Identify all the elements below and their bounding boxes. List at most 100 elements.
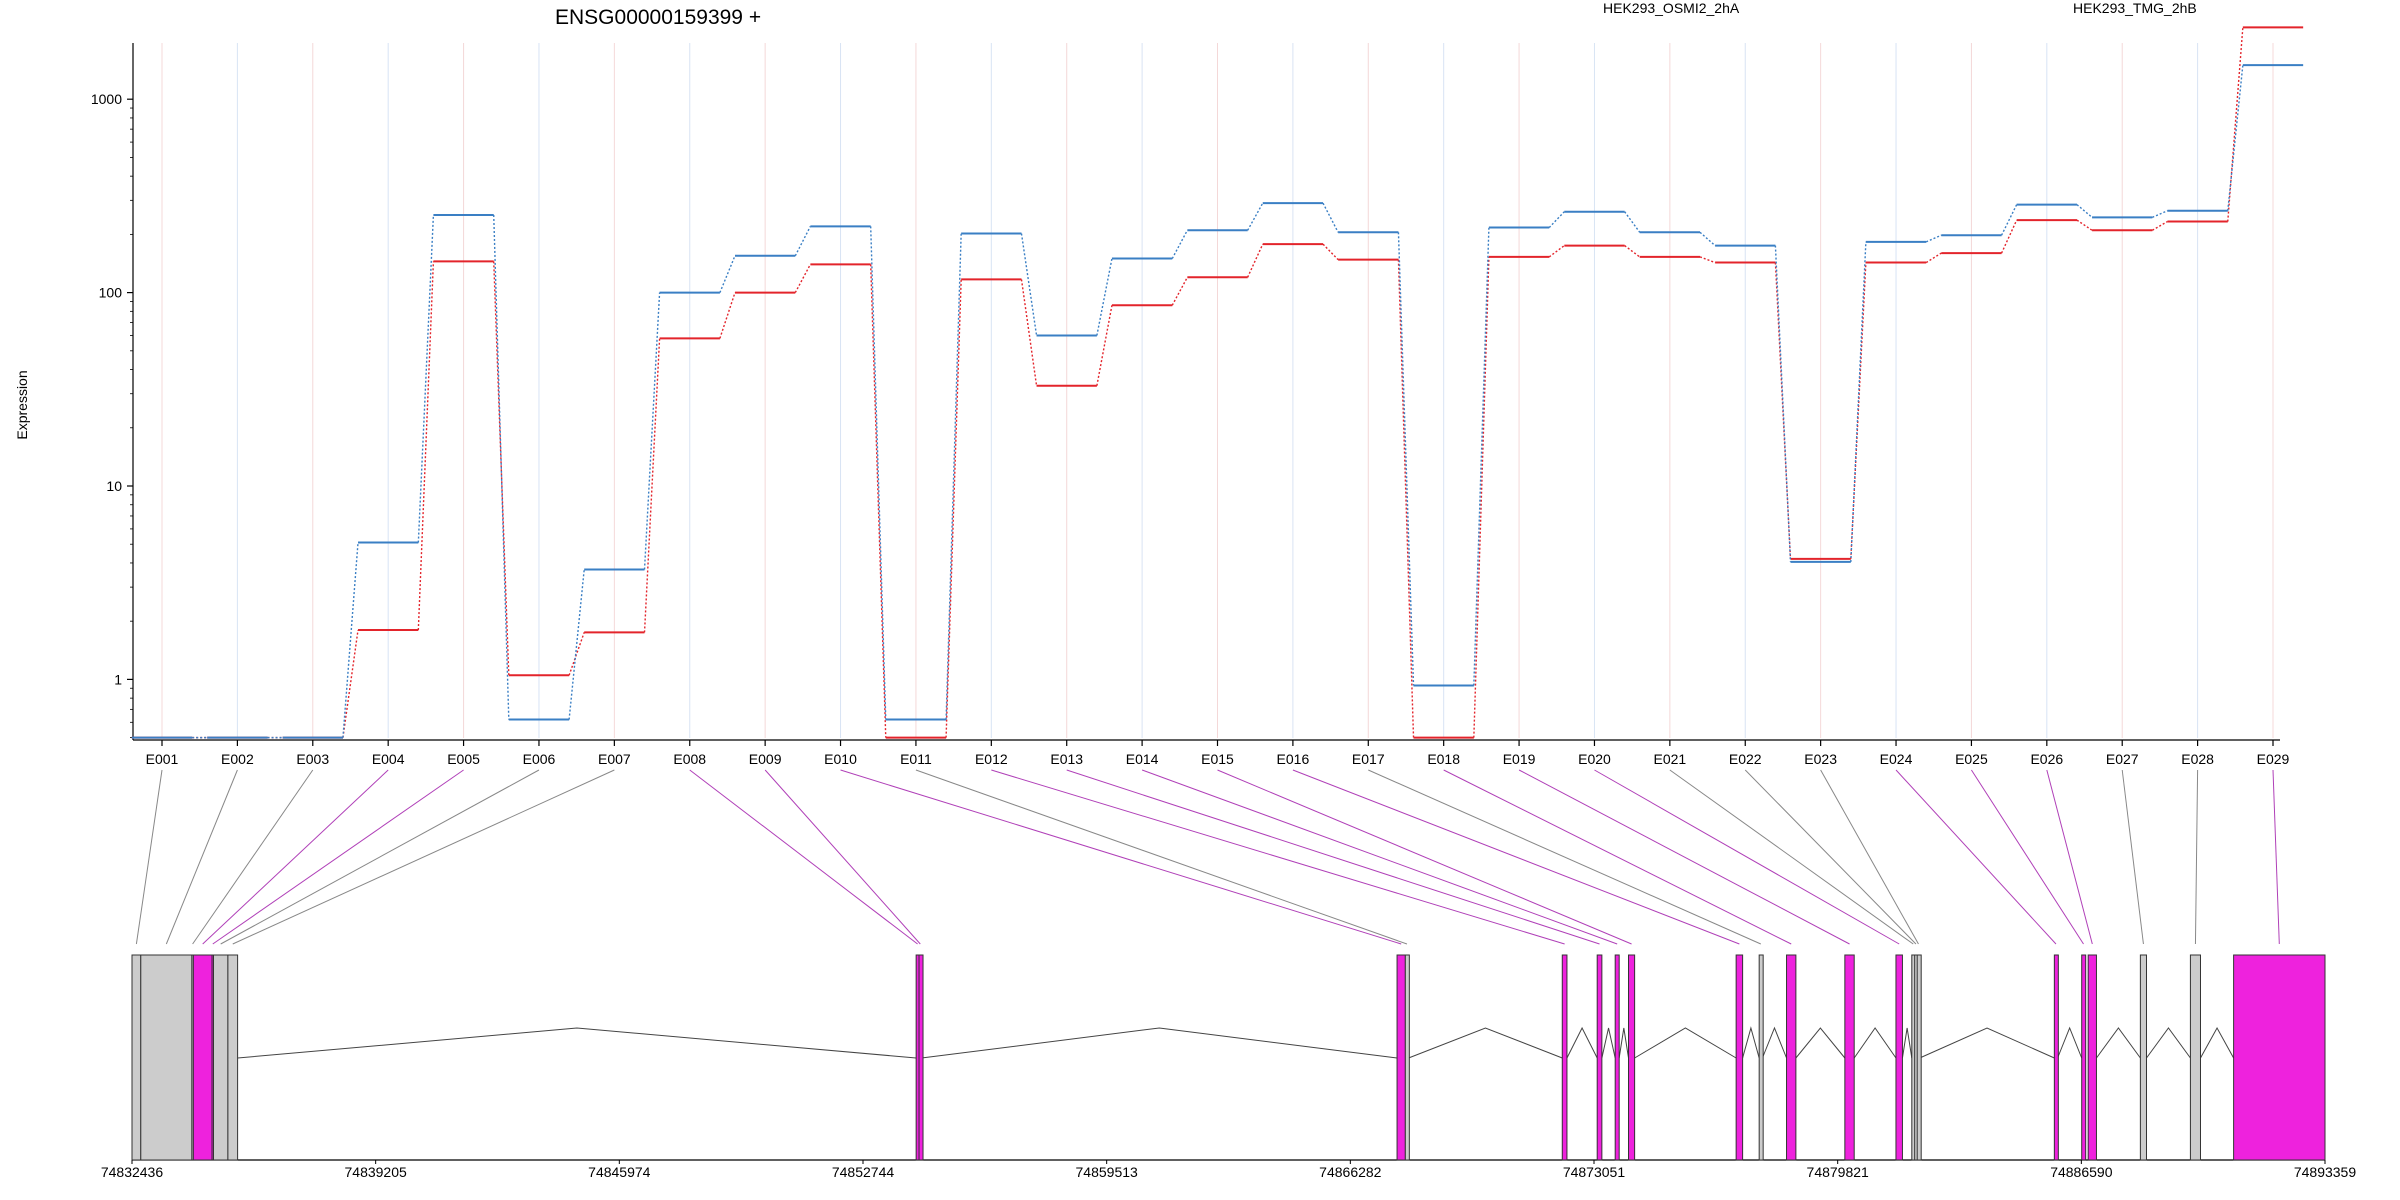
series-1-connector — [1925, 252, 1942, 264]
exon-box-E010 — [1396, 954, 1406, 1161]
coord-tick-label: 74832436 — [101, 1164, 164, 1180]
connector-E001 — [135, 769, 163, 945]
series-2-connector — [417, 214, 435, 543]
x-tick-label: E002 — [221, 751, 254, 767]
exon-box-E020 — [1895, 954, 1903, 1161]
x-tick-label: E018 — [1427, 751, 1460, 767]
intron-line — [2146, 1027, 2191, 1059]
y-tick-label: 1000 — [91, 91, 122, 107]
connector-E029 — [2272, 769, 2280, 945]
y-tick-label: 100 — [99, 285, 123, 301]
series-1-connector — [794, 264, 811, 293]
exon-box-E004 — [192, 954, 213, 1161]
x-tick-label: E004 — [372, 751, 405, 767]
series-2-connector — [2152, 210, 2168, 218]
exon-box-E016 — [1735, 954, 1744, 1161]
connector-E013 — [1066, 769, 1600, 945]
exon-box-E027 — [2139, 954, 2147, 1161]
exon-box-E002 — [140, 954, 193, 1161]
intron-line — [1853, 1027, 1897, 1059]
coordinate-ticks: 74832436 74839205 74845974 74852744 74859513… — [101, 1160, 2356, 1180]
x-tick-label: E027 — [2106, 751, 2139, 767]
legend-series-1: HEK293_OSMI2_2hA — [1603, 0, 1740, 16]
intron-line — [237, 1027, 917, 1059]
x-tick-label: E006 — [523, 751, 556, 767]
intron-line — [1634, 1027, 1737, 1059]
connector-E023 — [1820, 769, 1919, 945]
connector-E016 — [1292, 769, 1740, 945]
exon-connector-lines — [135, 769, 2280, 945]
exon-box-E013 — [1596, 954, 1603, 1161]
exon-box-E012 — [1561, 954, 1568, 1161]
series-1-connector — [1322, 243, 1339, 261]
series-1-connector — [1699, 256, 1716, 264]
x-tick-label: E028 — [2181, 751, 2214, 767]
intron-line — [2200, 1026, 2235, 1059]
exon-box-E011 — [1404, 954, 1410, 1161]
series-1-connector — [1397, 259, 1415, 738]
connector-E019 — [1518, 769, 1850, 945]
series-1-connector — [1624, 245, 1641, 258]
gene-model — [131, 954, 2326, 1161]
intron-line — [1919, 1027, 2055, 1059]
series-1-connector — [1473, 256, 1490, 738]
series-1-connector — [719, 292, 736, 339]
series-1-connector — [568, 632, 585, 676]
intron-line — [1901, 1027, 1913, 1059]
series-2-connector — [945, 233, 962, 720]
connector-E012 — [991, 769, 1565, 945]
exon-box-E014 — [1614, 954, 1620, 1161]
series-1-connector — [417, 261, 435, 631]
x-tick-label: E020 — [1578, 751, 1611, 767]
coord-tick-label: 74839205 — [345, 1164, 408, 1180]
chart-title: ENSG00000159399 + — [555, 6, 761, 29]
x-tick-label: E010 — [824, 751, 857, 767]
series-2-connector — [1548, 211, 1565, 229]
intron-line — [1761, 1026, 1787, 1059]
series-2-connector — [643, 292, 661, 570]
series-2-connector — [1322, 202, 1339, 233]
exon-box-E026 — [2087, 954, 2097, 1161]
x-tick-label: E003 — [296, 751, 329, 767]
connector-E025 — [1971, 769, 2084, 945]
connector-E017 — [1368, 769, 1761, 945]
intron-line — [2057, 1026, 2083, 1059]
coord-tick-label: 74886590 — [2050, 1164, 2113, 1180]
intron-line — [1618, 1027, 1630, 1059]
intron-line — [921, 1027, 1398, 1059]
x-tick-label: E005 — [447, 751, 480, 767]
x-tick-label: E007 — [598, 751, 631, 767]
intron-line — [1742, 1026, 1760, 1059]
series-2-connector — [794, 226, 812, 257]
y-axis-label: Expression — [14, 370, 30, 439]
series-2-connector — [1096, 258, 1113, 336]
series-2-connector — [1473, 227, 1490, 686]
connector-E014 — [1141, 769, 1618, 945]
series-2-connector — [1020, 233, 1038, 336]
series-2-connector — [1699, 231, 1716, 247]
x-tick-label: E016 — [1277, 751, 1310, 767]
series-lines — [131, 26, 2304, 739]
series-2-connector — [1397, 232, 1415, 686]
exon-box-E007 — [227, 954, 239, 1161]
x-tick-label: E026 — [2030, 751, 2063, 767]
coord-tick-label: 74845974 — [588, 1164, 651, 1180]
series-1-connector — [342, 629, 359, 738]
connector-E006 — [220, 769, 540, 945]
exon-box-E018 — [1786, 954, 1797, 1161]
coord-tick-label: 74866282 — [1319, 1164, 1382, 1180]
x-tick-label: E014 — [1126, 751, 1159, 767]
connector-E024 — [1895, 769, 2057, 945]
series-1-connector — [2152, 220, 2168, 231]
connector-E003 — [192, 769, 314, 945]
series-2-connector — [2000, 204, 2018, 236]
connector-E022 — [1744, 769, 1917, 945]
series-1-connector — [643, 338, 661, 633]
coord-tick-label: 74879821 — [1807, 1164, 1870, 1180]
connector-E010 — [840, 769, 1402, 945]
x-tick-label: E011 — [900, 751, 932, 767]
intron-line — [1795, 1027, 1846, 1059]
y-tick-label: 1 — [114, 671, 122, 687]
series-2-connector — [1171, 229, 1188, 259]
